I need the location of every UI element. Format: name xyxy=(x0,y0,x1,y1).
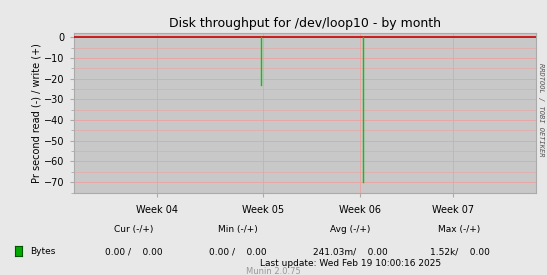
Text: Bytes: Bytes xyxy=(30,247,55,256)
Text: Week 06: Week 06 xyxy=(340,205,381,215)
Text: 241.03m/    0.00: 241.03m/ 0.00 xyxy=(313,247,387,256)
Text: RRDTOOL / TOBI OETIKER: RRDTOOL / TOBI OETIKER xyxy=(538,63,544,157)
Text: Max (-/+): Max (-/+) xyxy=(438,226,481,234)
Text: Week 04: Week 04 xyxy=(136,205,178,215)
Text: Min (-/+): Min (-/+) xyxy=(218,226,258,234)
Text: 1.52k/    0.00: 1.52k/ 0.00 xyxy=(429,247,490,256)
Title: Disk throughput for /dev/loop10 - by month: Disk throughput for /dev/loop10 - by mon… xyxy=(169,17,441,31)
Text: Last update: Wed Feb 19 10:00:16 2025: Last update: Wed Feb 19 10:00:16 2025 xyxy=(259,259,441,268)
Text: Week 05: Week 05 xyxy=(242,205,284,215)
Text: Munin 2.0.75: Munin 2.0.75 xyxy=(246,267,301,275)
Text: Cur (-/+): Cur (-/+) xyxy=(114,226,154,234)
Text: Week 07: Week 07 xyxy=(432,205,474,215)
Text: Avg (-/+): Avg (-/+) xyxy=(330,226,370,234)
Text: 0.00 /    0.00: 0.00 / 0.00 xyxy=(105,247,163,256)
Text: 0.00 /    0.00: 0.00 / 0.00 xyxy=(209,247,267,256)
Y-axis label: Pr second read (-) / write (+): Pr second read (-) / write (+) xyxy=(32,43,42,183)
